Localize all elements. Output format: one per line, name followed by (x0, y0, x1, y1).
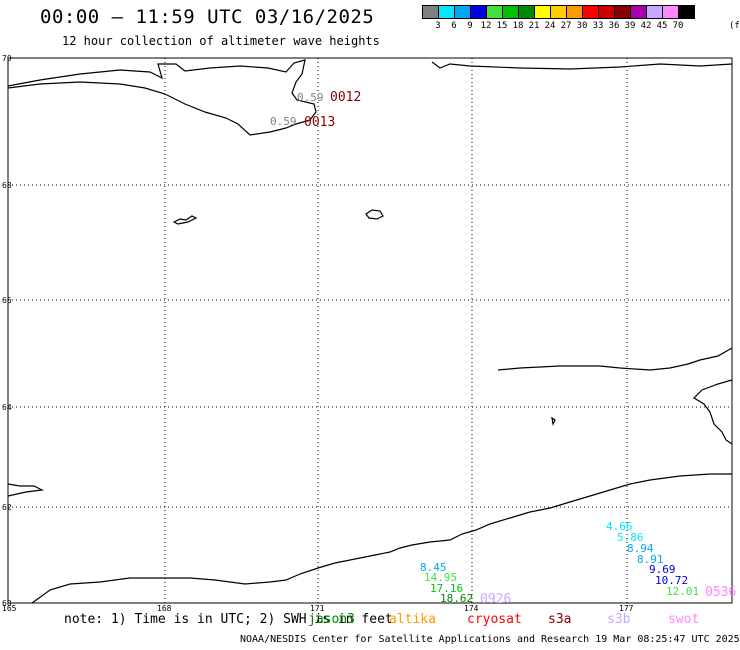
longitude-labels: 165 168 171 174 177 (2, 604, 634, 613)
coastline-west (7, 483, 45, 497)
island (172, 215, 198, 225)
units-note: note: 1) Time is in UTC; 2) SWH is in fe… (64, 612, 393, 627)
legend-swatches (422, 5, 695, 19)
coastline-north (7, 59, 317, 136)
island (551, 416, 556, 426)
observation-label: 12.01 (666, 585, 699, 598)
observation-label: 18.62 (440, 592, 473, 605)
longitude-label: 171 (310, 604, 325, 613)
satellite-label: cryosat (467, 612, 522, 627)
legend-tick-label: 33 (592, 21, 604, 31)
legend-tick-label: 45 (656, 21, 668, 31)
latitude-label: 66 (2, 296, 12, 305)
observation-label: 14.95 (424, 571, 457, 584)
satellite-label: altika (389, 612, 436, 627)
legend-unit: (ft) (729, 21, 740, 31)
legend-tick-label: 70 (672, 21, 684, 31)
legend-tick-label: 15 (496, 21, 508, 31)
legend-tick-label: 27 (560, 21, 572, 31)
coastline-east (497, 347, 733, 445)
observation-label: 0013 (304, 115, 335, 130)
legend-tick-label: 12 (480, 21, 492, 31)
longitude-label: 165 (2, 604, 17, 613)
observation-label: 0.59 (297, 91, 324, 104)
island (365, 209, 384, 220)
page-title: 00:00 – 11:59 UTC 03/16/2025 (40, 6, 375, 28)
observation-label: 10.72 (655, 574, 688, 587)
longitude-label: 174 (464, 604, 479, 613)
satellite-label: s3a (548, 612, 572, 627)
legend-swatch (678, 5, 695, 19)
observation-label: 4.66 (606, 520, 633, 533)
longitude-label: 177 (619, 604, 634, 613)
latitude-label: 70 (2, 54, 12, 63)
map-frame (7, 57, 733, 604)
satellite-label: s3b (607, 612, 631, 627)
observation-label: 0012 (330, 90, 361, 105)
latitude-label: 60 (2, 599, 12, 608)
coastline-north-east (431, 61, 733, 70)
observation-label: 9.69 (649, 563, 676, 576)
legend-tick-label: 18 (512, 21, 524, 31)
legend-tick-label: 39 (624, 21, 636, 31)
legend-tick-label: 42 (640, 21, 652, 31)
observation-label: 8.94 (627, 542, 654, 555)
latitude-label: 62 (2, 503, 12, 512)
coastlines (7, 59, 733, 604)
observation-label: 8.45 (420, 561, 447, 574)
page-subtitle: 12 hour collection of altimeter wave hei… (62, 34, 380, 48)
observation-label: 8.91 (637, 553, 664, 566)
longitude-label: 168 (157, 604, 172, 613)
observation-label: 0926 (480, 592, 511, 607)
satellite-label: jason3 (308, 612, 355, 627)
credit-line: NOAA/NESDIS Center for Satellite Applica… (240, 634, 740, 645)
legend-tick-label: 3 (435, 21, 441, 31)
satellite-label: swot (668, 612, 700, 627)
legend-tick-label: 9 (467, 21, 473, 31)
coastline-south (31, 473, 732, 604)
graticule (8, 58, 732, 603)
legend-tick-label: 24 (544, 21, 556, 31)
latitude-label: 68 (2, 181, 12, 190)
legend-tick-label: 6 (451, 21, 457, 31)
observation-label: 0.59 (270, 115, 297, 128)
legend-tick-label: 21 (528, 21, 540, 31)
latitude-label: 64 (2, 403, 12, 412)
observation-label: 5.86 (617, 531, 644, 544)
legend-tick-label: 36 (608, 21, 620, 31)
latitude-labels: 70 68 66 64 62 60 (2, 54, 12, 608)
observation-label: 0536 (705, 585, 736, 600)
observation-label: 17.16 (430, 582, 463, 595)
legend-tick-label: 30 (576, 21, 588, 31)
